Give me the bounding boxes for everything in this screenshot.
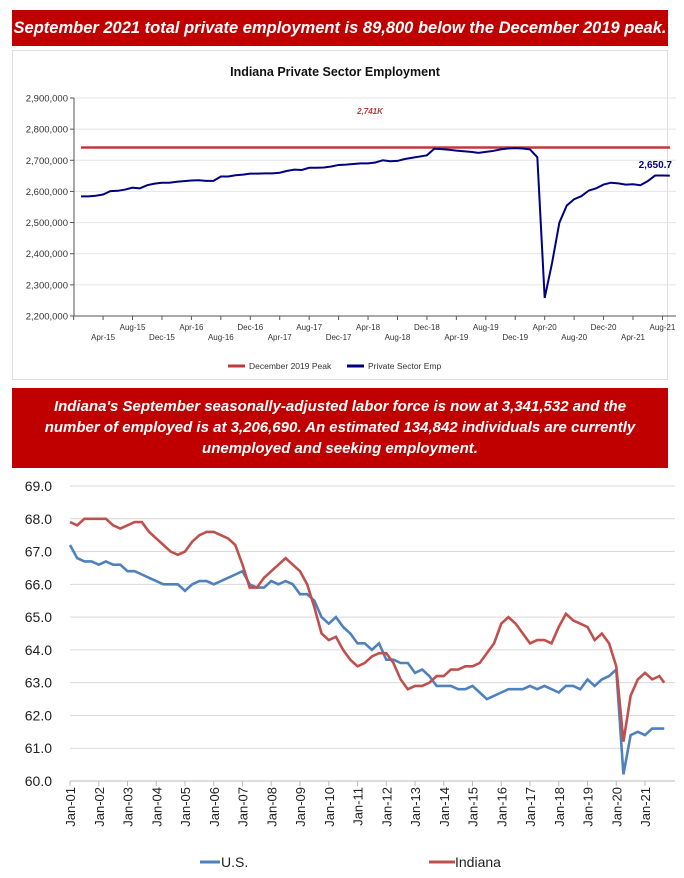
x-tick-label: Jan-11 <box>351 787 366 826</box>
indiana-line <box>69 517 666 742</box>
us-line <box>68 544 665 775</box>
x-tick-label: Jan-18 <box>552 787 567 827</box>
private-sector-emp-line <box>81 147 670 299</box>
x-tick-label: Jan-14 <box>437 787 452 827</box>
end-value-label: 2,650.7 <box>639 160 673 171</box>
y-tick-label: 66.0 <box>25 576 52 592</box>
x-tick-label: Jan-03 <box>121 787 136 827</box>
y-tick-label: 2,300,000 <box>26 280 68 291</box>
x-tick-label: Jan-07 <box>236 787 251 827</box>
y-tick-label: 60.0 <box>25 773 52 789</box>
y-tick-label: 61.0 <box>25 740 52 756</box>
x-tick-label: Apr-20 <box>533 323 558 332</box>
headline-banner-employment: September 2021 total private employment … <box>12 10 668 46</box>
x-tick-label: Dec-18 <box>414 323 440 332</box>
x-tick-label: Apr-21 <box>621 333 646 342</box>
x-tick-label: Dec-17 <box>326 333 352 342</box>
x-tick-label: Aug-20 <box>561 333 587 342</box>
x-tick-label: Jan-17 <box>523 787 538 827</box>
chart-title: Indiana Private Sector Employment <box>230 65 441 79</box>
x-tick-label: Apr-16 <box>179 323 204 332</box>
x-tick-label: Aug-21 <box>650 323 676 332</box>
x-tick-label: Jan-10 <box>322 787 337 827</box>
x-tick-label: Jan-16 <box>494 787 509 827</box>
legend-label-us: U.S. <box>221 854 248 870</box>
y-tick-label: 2,200,000 <box>26 312 68 323</box>
legend-label-indiana: Indiana <box>455 854 501 870</box>
x-tick-label: Apr-19 <box>444 333 469 342</box>
x-tick-label: Jan-13 <box>408 787 423 827</box>
y-tick-label: 2,400,000 <box>26 249 68 260</box>
y-tick-label: 69.0 <box>25 478 52 494</box>
x-tick-label: Aug-19 <box>473 323 499 332</box>
x-tick-label: Dec-16 <box>237 323 263 332</box>
x-tick-label: Dec-15 <box>149 333 175 342</box>
x-tick-label: Apr-18 <box>356 323 381 332</box>
y-tick-label: 64.0 <box>25 642 52 658</box>
y-tick-label: 67.0 <box>25 544 52 560</box>
y-tick-label: 2,800,000 <box>26 125 68 136</box>
y-tick-label: 62.0 <box>25 707 52 723</box>
legend-label-emp: Private Sector Emp <box>368 361 441 371</box>
x-tick-label: Jan-01 <box>63 787 78 827</box>
x-tick-label: Jan-02 <box>92 787 107 827</box>
x-tick-label: Aug-15 <box>120 323 146 332</box>
x-tick-label: Jan-06 <box>207 787 222 827</box>
peak-annotation: 2,741K <box>356 107 384 116</box>
y-tick-label: 2,500,000 <box>26 218 68 229</box>
headline-banner-labor-force: Indiana's September seasonally-adjusted … <box>12 388 668 468</box>
x-tick-label: Jan-05 <box>178 787 193 827</box>
x-tick-label: Jan-08 <box>264 787 279 827</box>
y-tick-label: 68.0 <box>25 511 52 527</box>
x-tick-label: Apr-15 <box>91 333 116 342</box>
y-tick-label: 2,600,000 <box>26 187 68 198</box>
x-tick-label: Apr-17 <box>268 333 293 342</box>
x-tick-label: Jan-15 <box>466 787 481 827</box>
x-tick-label: Jan-21 <box>638 787 653 827</box>
x-tick-label: Aug-17 <box>296 323 322 332</box>
x-tick-label: Dec-19 <box>502 333 528 342</box>
x-tick-label: Jan-20 <box>609 787 624 827</box>
x-tick-label: Dec-20 <box>591 323 617 332</box>
legend-label-peak: December 2019 Peak <box>249 361 332 371</box>
y-tick-label: 63.0 <box>25 675 52 691</box>
x-tick-label: Jan-12 <box>379 787 394 827</box>
x-tick-label: Jan-04 <box>149 787 164 827</box>
chart-panel-private-employment <box>12 50 668 380</box>
y-tick-label: 2,900,000 <box>26 94 68 105</box>
x-tick-label: Aug-18 <box>385 333 411 342</box>
x-tick-label: Jan-19 <box>581 787 596 827</box>
x-tick-label: Jan-09 <box>293 787 308 827</box>
y-tick-label: 2,700,000 <box>26 156 68 167</box>
y-tick-label: 65.0 <box>25 609 52 625</box>
x-tick-label: Aug-16 <box>208 333 234 342</box>
